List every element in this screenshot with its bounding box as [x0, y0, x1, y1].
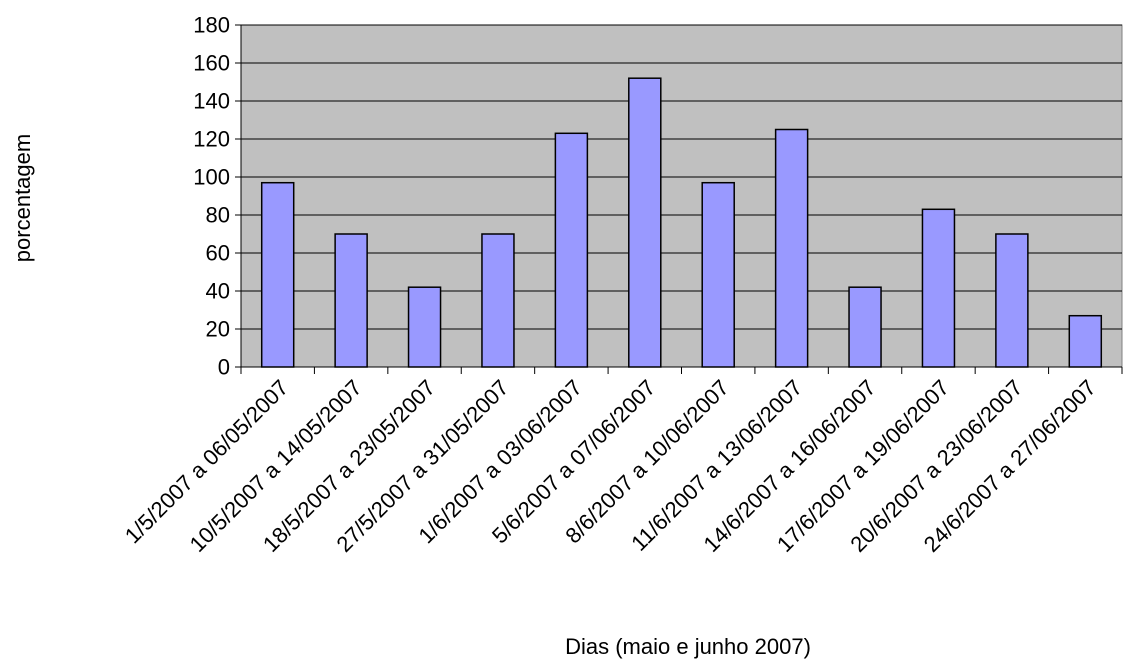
y-tick-label: 40	[206, 279, 230, 304]
y-tick-label: 120	[193, 127, 230, 152]
y-tick-label: 160	[193, 51, 230, 76]
bar	[481, 233, 515, 368]
gridlines	[241, 24, 1122, 330]
bar	[334, 233, 368, 368]
y-tick-label: 0	[218, 355, 230, 380]
y-tick-label: 100	[193, 165, 230, 190]
bar	[995, 233, 1029, 368]
y-tick-label: 60	[206, 241, 230, 266]
bar	[701, 181, 735, 368]
bar	[1068, 314, 1103, 368]
bars	[260, 77, 1103, 368]
bar	[554, 132, 589, 368]
bar	[407, 286, 442, 368]
y-tick-labels: 0 20 40 60 80 100 120 140 160 180	[193, 13, 230, 380]
y-tick-label: 140	[193, 89, 230, 114]
bar	[774, 128, 809, 368]
y-tick-label: 180	[193, 13, 230, 38]
bar	[628, 77, 662, 368]
bar	[848, 286, 882, 368]
plot-area	[240, 24, 1123, 368]
y-tick-label: 80	[206, 203, 230, 228]
bar	[921, 208, 956, 368]
y-tick-label: 20	[206, 317, 230, 342]
axes	[235, 24, 1123, 374]
x-axis-title: Dias (maio e junho 2007)	[565, 634, 811, 659]
bar	[260, 181, 295, 368]
y-axis-title: porcentagem	[10, 134, 35, 262]
